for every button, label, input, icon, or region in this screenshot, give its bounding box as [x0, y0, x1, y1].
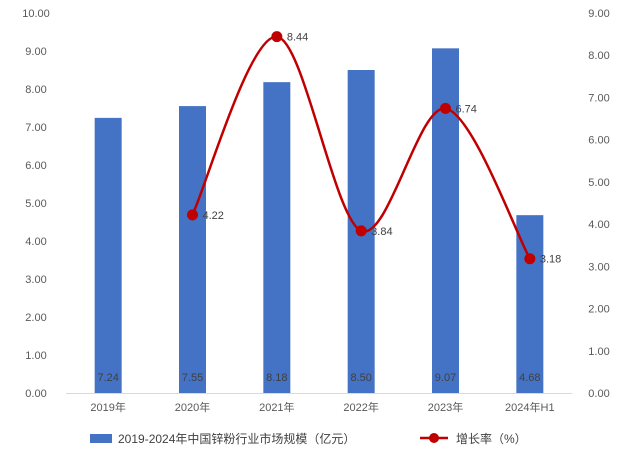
bar	[516, 215, 544, 393]
x-tick-label: 2024年H1	[505, 400, 555, 414]
growth-point	[187, 209, 198, 221]
bar-value-label: 7.55	[182, 372, 203, 384]
growth-value-label: 3.18	[540, 254, 561, 266]
x-tick-label: 2020年	[175, 400, 210, 414]
right-tick-label: 9.00	[588, 8, 609, 20]
growth-point	[524, 253, 536, 265]
right-tick-label: 3.00	[588, 261, 609, 273]
left-axis: 0.00 1.00 2.00 3.00 4.00 5.00 6.00 7.00 8.00 9.00…	[22, 8, 50, 400]
growth-value-label: 8.44	[287, 32, 308, 44]
legend-line-marker	[429, 433, 439, 443]
left-tick-label: 7.00	[25, 122, 46, 134]
bar-value-label: 8.18	[266, 372, 287, 384]
legend-line-label: 增长率（%）	[456, 431, 527, 446]
bar-series	[94, 48, 544, 394]
bar-value-label: 9.07	[435, 372, 456, 384]
bar-value-label: 8.50	[350, 372, 371, 384]
left-tick-label: 8.00	[25, 84, 46, 96]
growth-rate-points	[187, 31, 536, 265]
left-tick-label: 10.00	[22, 8, 50, 20]
left-tick-label: 3.00	[25, 274, 46, 286]
left-tick-label: 4.00	[25, 236, 46, 248]
x-tick-label: 2023年	[428, 400, 463, 414]
right-tick-label: 0.00	[588, 388, 609, 400]
right-tick-label: 1.00	[588, 346, 609, 358]
bar	[94, 117, 122, 393]
bar-data-labels: 7.24 7.55 8.18 8.50 9.07 4.68	[97, 372, 540, 384]
bar	[263, 82, 291, 393]
x-tick-label: 2019年	[90, 400, 125, 414]
bar	[179, 106, 206, 393]
x-tick-label: 2021年	[259, 400, 294, 414]
growth-rate-labels: 4.22 8.44 3.84 6.74 3.18	[203, 32, 562, 266]
growth-point	[271, 31, 283, 43]
legend-bar-swatch	[90, 434, 112, 443]
right-tick-label: 7.00	[588, 92, 609, 104]
growth-value-label: 4.22	[203, 210, 224, 222]
growth-value-label: 3.84	[371, 226, 392, 238]
left-tick-label: 5.00	[25, 198, 46, 210]
growth-value-label: 6.74	[456, 103, 477, 115]
right-tick-label: 6.00	[588, 135, 609, 147]
left-tick-label: 2.00	[25, 312, 46, 324]
right-tick-label: 4.00	[588, 219, 609, 231]
right-tick-label: 5.00	[588, 177, 609, 189]
right-tick-label: 2.00	[588, 304, 609, 316]
bar-value-label: 4.68	[519, 372, 540, 384]
bar	[432, 48, 459, 394]
growth-point	[440, 102, 451, 114]
legend-bar-label: 2019-2024年中国锌粉行业市场规模（亿元）	[118, 431, 355, 446]
x-axis: 2019年 2020年 2021年 2022年 2023年 2024年H1	[90, 400, 554, 414]
growth-point	[355, 225, 367, 237]
left-tick-label: 9.00	[25, 46, 46, 58]
right-tick-label: 8.00	[588, 50, 609, 62]
left-tick-label: 0.00	[25, 388, 46, 400]
bar-value-label: 7.24	[97, 372, 118, 384]
legend: 2019-2024年中国锌粉行业市场规模（亿元） 增长率（%）	[90, 431, 527, 446]
left-tick-label: 1.00	[25, 350, 46, 362]
left-tick-label: 6.00	[25, 160, 46, 172]
x-tick-label: 2022年	[343, 400, 378, 414]
right-axis: 0.00 1.00 2.00 3.00 4.00 5.00 6.00 7.00 8.00 9.00	[588, 8, 609, 400]
